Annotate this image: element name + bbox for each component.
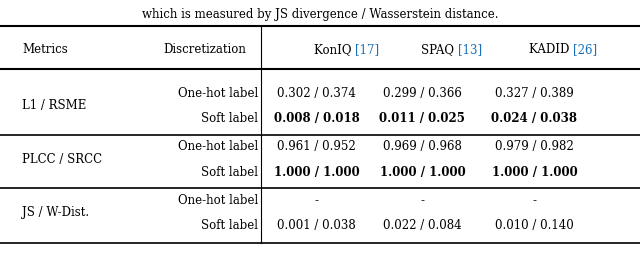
Text: Metrics: Metrics: [22, 43, 68, 56]
Text: 0.302 / 0.374: 0.302 / 0.374: [277, 86, 356, 99]
Text: KADID: KADID: [529, 43, 573, 56]
Text: Discretization: Discretization: [163, 43, 246, 56]
Text: One-hot label: One-hot label: [178, 86, 258, 99]
Text: 1.000 / 1.000: 1.000 / 1.000: [492, 165, 577, 178]
Text: 0.011 / 0.025: 0.011 / 0.025: [380, 112, 465, 124]
Text: 0.327 / 0.389: 0.327 / 0.389: [495, 86, 574, 99]
Text: -: -: [420, 193, 424, 206]
Text: 0.022 / 0.084: 0.022 / 0.084: [383, 218, 461, 231]
Text: One-hot label: One-hot label: [178, 140, 258, 152]
Text: L1 / RSME: L1 / RSME: [22, 99, 87, 112]
Text: 0.008 / 0.018: 0.008 / 0.018: [274, 112, 360, 124]
Text: Soft label: Soft label: [201, 218, 258, 231]
Text: [26]: [26]: [573, 43, 597, 56]
Text: [17]: [17]: [355, 43, 380, 56]
Text: One-hot label: One-hot label: [178, 193, 258, 206]
Text: Soft label: Soft label: [201, 112, 258, 124]
Text: SPAQ: SPAQ: [421, 43, 458, 56]
Text: [13]: [13]: [458, 43, 482, 56]
Text: 0.010 / 0.140: 0.010 / 0.140: [495, 218, 574, 231]
Text: -: -: [315, 193, 319, 206]
Text: -: -: [532, 193, 536, 206]
Text: JS / W-Dist.: JS / W-Dist.: [22, 206, 90, 218]
Text: 1.000 / 1.000: 1.000 / 1.000: [274, 165, 360, 178]
Text: which is measured by JS divergence / Wasserstein distance.: which is measured by JS divergence / Was…: [141, 8, 499, 21]
Text: 1.000 / 1.000: 1.000 / 1.000: [380, 165, 465, 178]
Text: 0.001 / 0.038: 0.001 / 0.038: [277, 218, 356, 231]
Text: KonIQ: KonIQ: [314, 43, 355, 56]
Text: 0.961 / 0.952: 0.961 / 0.952: [277, 140, 356, 152]
Text: Soft label: Soft label: [201, 165, 258, 178]
Text: 0.979 / 0.982: 0.979 / 0.982: [495, 140, 574, 152]
Text: 0.299 / 0.366: 0.299 / 0.366: [383, 86, 462, 99]
Text: 0.969 / 0.968: 0.969 / 0.968: [383, 140, 462, 152]
Text: PLCC / SRCC: PLCC / SRCC: [22, 152, 102, 165]
Text: 0.024 / 0.038: 0.024 / 0.038: [492, 112, 577, 124]
